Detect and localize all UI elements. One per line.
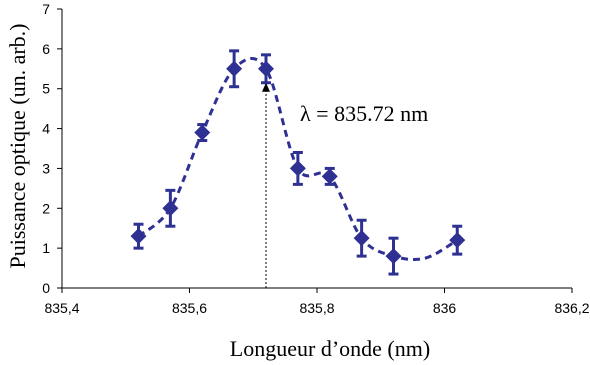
data-point — [194, 124, 211, 141]
y-tick-label: 5 — [42, 81, 50, 97]
data-point — [449, 232, 466, 249]
x-tick-label: 835,4 — [44, 300, 79, 316]
data-point — [385, 248, 402, 265]
annotation-arrow-head — [262, 82, 270, 92]
markers-layer — [130, 60, 466, 265]
y-tick-label: 2 — [42, 200, 50, 216]
annotation-layer: λ = 835.72 nm — [262, 82, 428, 288]
annotation-label: λ = 835.72 nm — [300, 101, 428, 126]
x-tick-label: 836 — [433, 300, 457, 316]
y-tick-label: 7 — [42, 1, 50, 17]
data-point — [321, 168, 338, 185]
data-point — [353, 230, 370, 247]
y-tick-label: 6 — [42, 41, 50, 57]
y-tick-label: 4 — [42, 121, 50, 137]
y-tick-label: 3 — [42, 160, 50, 176]
ticks-layer: 0 1 2 3 4 5 6 7 835,4 835,6 835,8 836 836,2 — [42, 1, 590, 316]
fit-curve-layer — [137, 57, 459, 262]
data-point — [130, 228, 147, 245]
x-tick-label: 835,8 — [299, 300, 334, 316]
data-point — [289, 160, 306, 177]
x-tick-label: 835,6 — [172, 300, 207, 316]
y-tick-label: 0 — [42, 280, 50, 296]
fit-curve — [137, 57, 459, 262]
y-tick-label: 1 — [42, 240, 50, 256]
data-point — [162, 200, 179, 217]
data-point — [258, 60, 274, 77]
data-point — [226, 60, 243, 77]
x-tick-label: 836,2 — [554, 300, 589, 316]
y-axis-title: Puissance optique (un. arb.) — [5, 24, 30, 269]
x-axis-title: Longueur d’onde (nm) — [230, 336, 430, 361]
